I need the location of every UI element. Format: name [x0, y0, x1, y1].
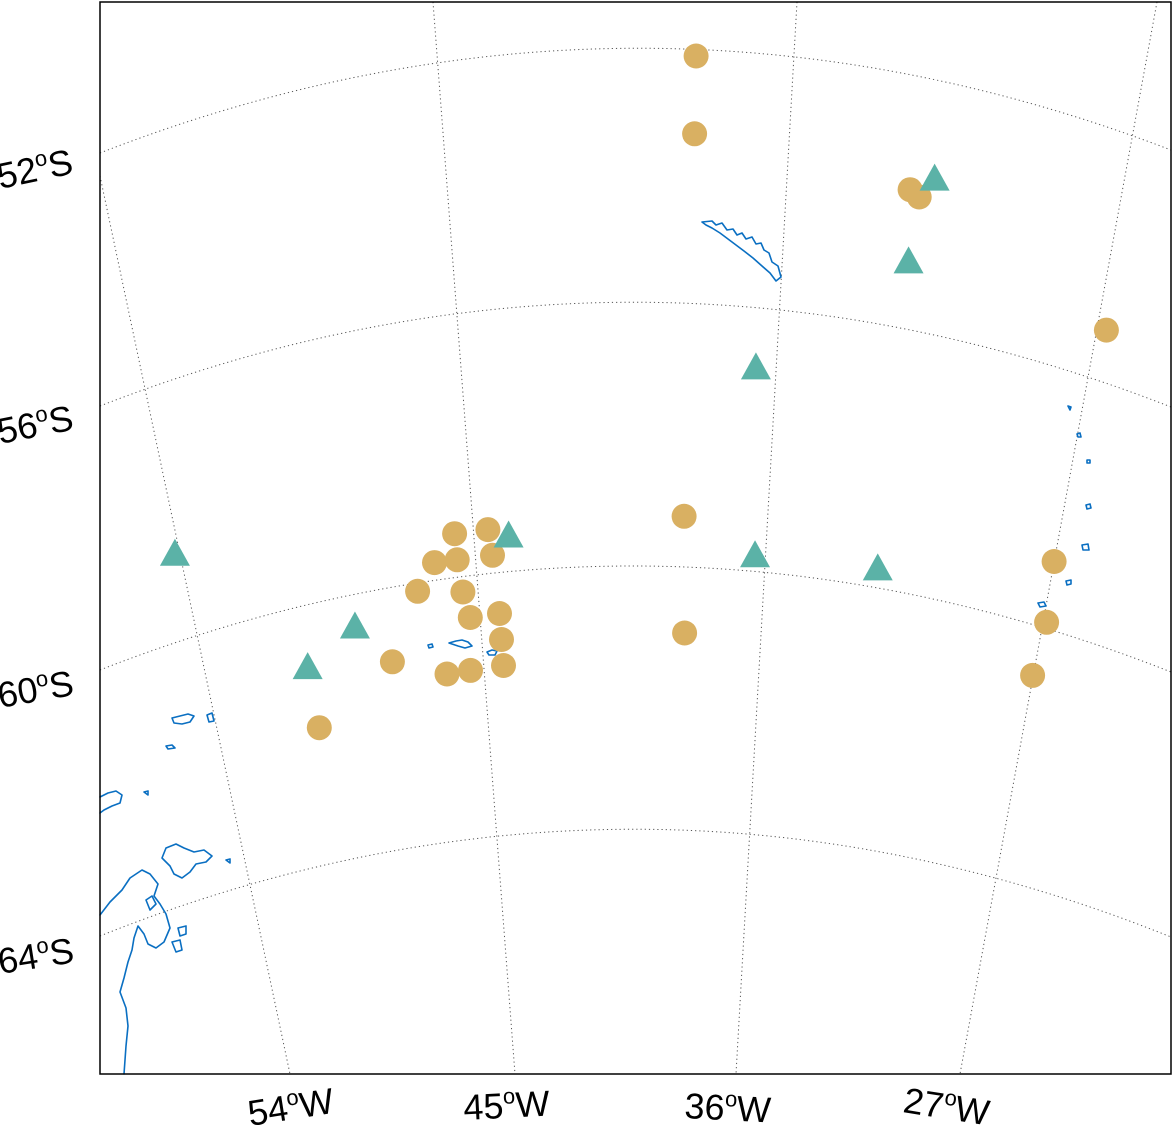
circle-site-marker: [487, 601, 512, 626]
lon-label-36w: 36oW: [684, 1084, 772, 1130]
lon-label-27w: 27oW: [901, 1078, 993, 1133]
lon-label-54w: 54oW: [245, 1079, 337, 1134]
circle-site-marker: [489, 627, 514, 652]
circle-site-marker: [458, 657, 483, 683]
circle-site-marker: [480, 542, 505, 568]
circle-site-marker: [379, 649, 405, 675]
circle-markers: [306, 43, 1119, 741]
circle-site-marker: [1020, 662, 1046, 688]
longitude-labels: 54oW 45oW 36oW 27oW: [245, 1078, 993, 1134]
south-sandwich-coastline: [1037, 405, 1092, 608]
circle-site-marker: [475, 517, 501, 543]
circle-site-marker: [1034, 609, 1060, 635]
circle-site-marker: [491, 653, 516, 678]
meridian-line: [959, 1, 1158, 1075]
lat-label-56s: 56oS: [0, 396, 76, 452]
circle-site-marker: [683, 43, 709, 69]
circle-site-marker: [671, 503, 697, 529]
south-shetland-coastline: [165, 712, 215, 750]
circle-site-marker: [405, 578, 431, 604]
meridian-line: [99, 175, 291, 1075]
circle-site-marker: [672, 620, 698, 646]
circle-site-marker: [457, 605, 483, 630]
triangle-site-marker: [159, 538, 190, 566]
lat-label-60s: 60oS: [0, 661, 77, 716]
meridian-line: [735, 1, 798, 1075]
graticule: [99, 1, 1172, 1075]
circle-site-marker: [682, 121, 708, 147]
map-frame: [99, 1, 1172, 1075]
triangle-site-marker: [893, 246, 924, 274]
circle-site-marker: [450, 579, 476, 605]
circle-site-marker: [1093, 317, 1119, 343]
circle-site-marker: [1041, 549, 1067, 574]
antarctic-peninsula-coastline: [99, 790, 231, 1075]
triangle-markers: [159, 163, 950, 680]
circle-site-marker: [442, 521, 468, 547]
triangle-site-marker: [493, 520, 524, 548]
triangle-site-marker: [292, 652, 323, 680]
coastlines: [99, 220, 1092, 1075]
triangle-site-marker: [740, 540, 771, 568]
triangle-site-marker: [862, 553, 893, 581]
circle-site-marker: [306, 715, 332, 741]
triangle-site-marker: [740, 352, 771, 380]
south-georgia-coastline: [701, 220, 782, 282]
circle-site-marker: [444, 547, 470, 573]
south-orkney-coastline: [427, 639, 498, 656]
triangle-site-marker: [919, 163, 950, 191]
triangle-site-marker: [339, 611, 370, 639]
circle-site-marker: [906, 184, 932, 210]
circle-site-marker: [422, 550, 447, 576]
circle-site-marker: [434, 661, 460, 687]
lon-label-45w: 45oW: [462, 1082, 550, 1128]
